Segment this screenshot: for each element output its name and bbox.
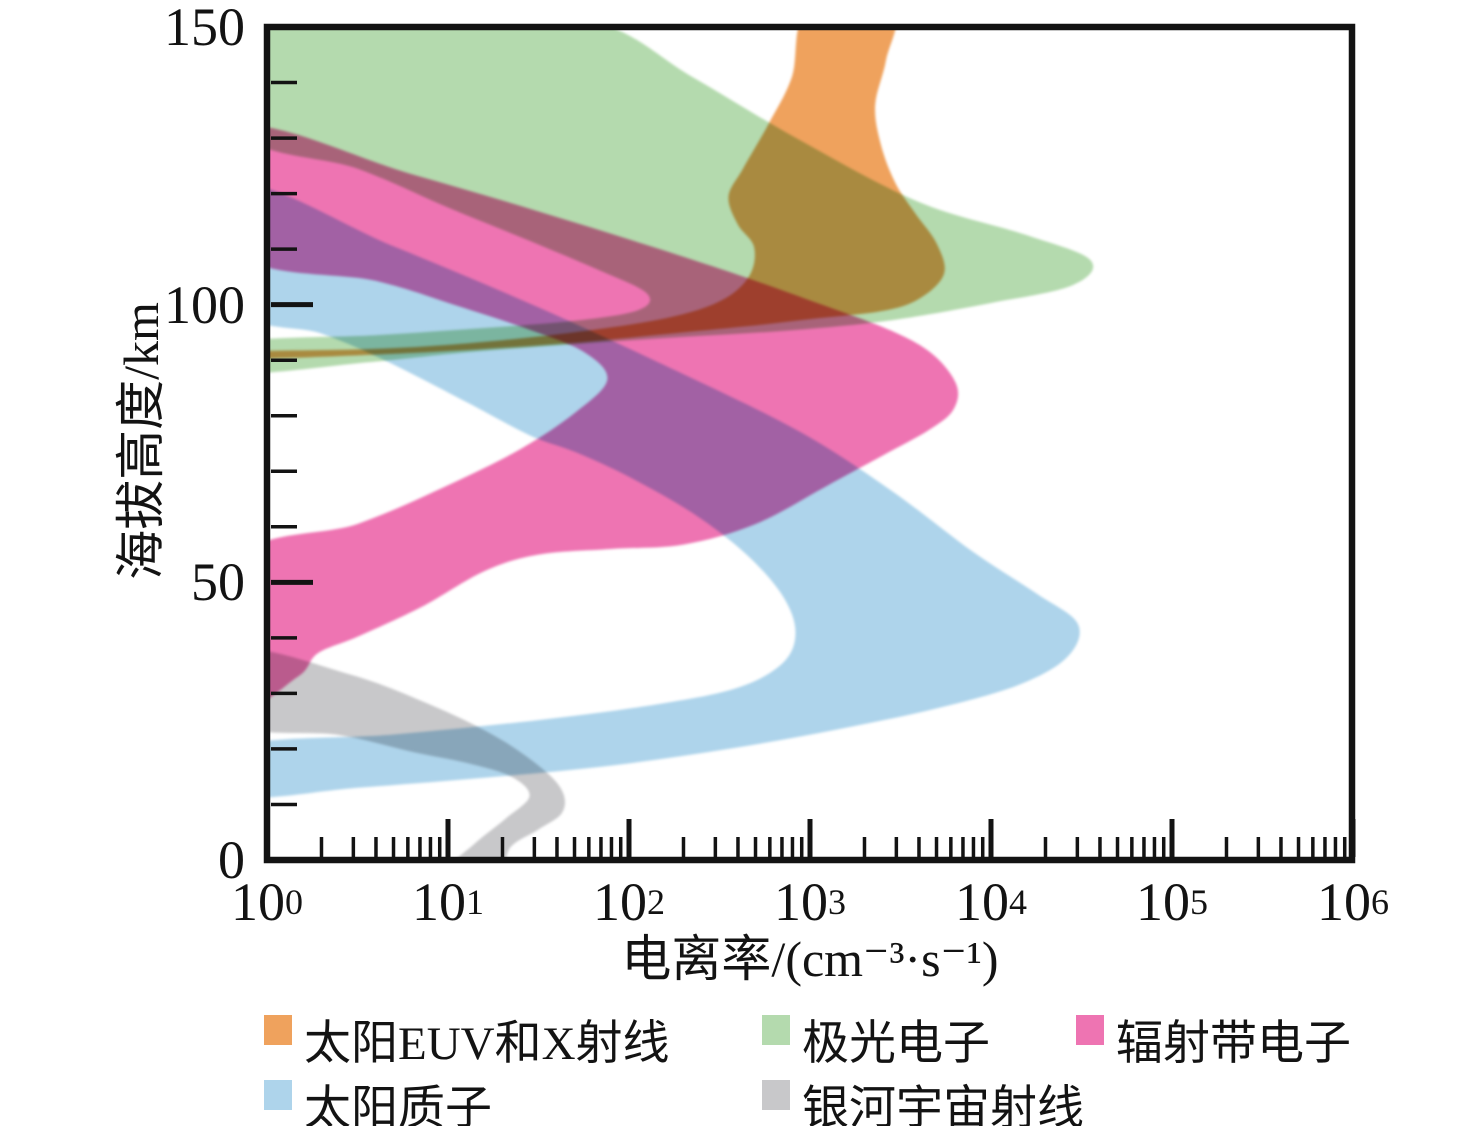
y-tick-label-100: 100 bbox=[164, 274, 245, 335]
x-axis-title: 电离率/(cm⁻³·s⁻¹) bbox=[621, 931, 999, 987]
legend-label-solar-protons: 太阳质子 bbox=[304, 1083, 492, 1126]
legend-swatch-auroral-electrons bbox=[762, 1015, 790, 1045]
y-tick-label-150: 150 bbox=[164, 0, 245, 58]
y-tick-label-0: 0 bbox=[218, 830, 245, 890]
x-tick-label-1e3: 103 bbox=[774, 872, 846, 932]
y-tick-label-50: 50 bbox=[191, 552, 245, 613]
legend-swatch-solar-euv-xray bbox=[264, 1015, 292, 1045]
region-auroral-electrons bbox=[270, 29, 1094, 373]
legend-swatch-radiation-belt-electrons bbox=[1076, 1015, 1104, 1045]
legend-label-radiation-belt-electrons: 辐射带电子 bbox=[1116, 1018, 1351, 1070]
x-tick-label-1e4: 104 bbox=[955, 872, 1027, 932]
region-solar-protons bbox=[270, 189, 1080, 798]
legend-swatch-galactic-cosmic-rays bbox=[762, 1080, 790, 1110]
y-axis-title: 海拔高度/km bbox=[113, 302, 169, 580]
axis-ticks bbox=[264, 24, 1356, 863]
x-tick-label-1e2: 102 bbox=[593, 872, 665, 932]
x-tick-label-1e6: 106 bbox=[1317, 872, 1389, 932]
legend-label-galactic-cosmic-rays: 银河宇宙射线 bbox=[802, 1083, 1084, 1126]
x-tick-label-1e5: 105 bbox=[1136, 872, 1208, 932]
legend-label-solar-euv-xray: 太阳EUV和X射线 bbox=[304, 1018, 670, 1070]
legend-label-auroral-electrons: 极光电子 bbox=[802, 1018, 990, 1070]
plot-border bbox=[263, 23, 1356, 864]
x-tick-label-1e1: 101 bbox=[412, 872, 484, 932]
x-tick-label-1e0: 100 bbox=[231, 872, 303, 932]
region-galactic-cosmic-rays bbox=[270, 651, 565, 857]
legend-swatch-solar-protons bbox=[264, 1080, 292, 1110]
source-regions bbox=[270, 29, 1094, 857]
